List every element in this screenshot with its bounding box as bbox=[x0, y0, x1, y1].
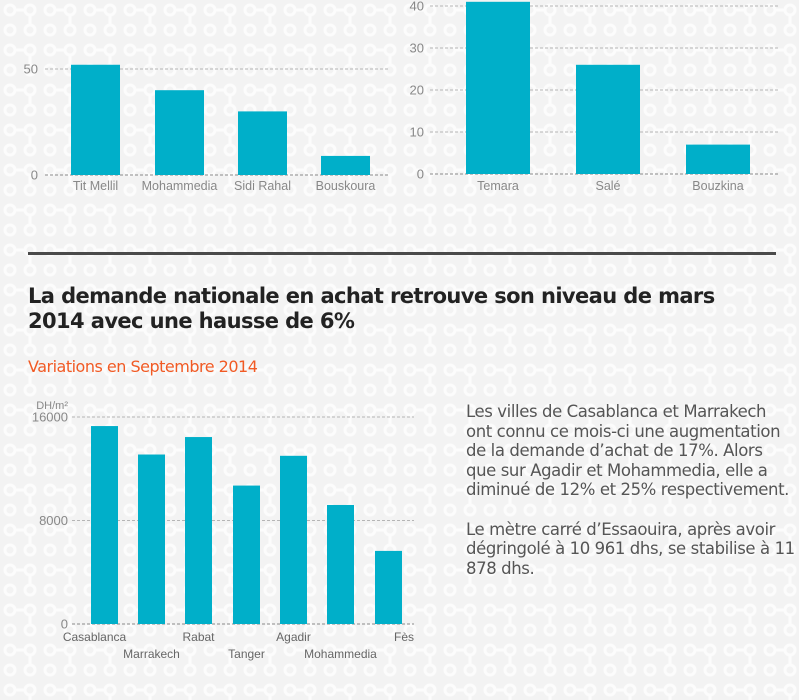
x-tick-label: Fès bbox=[394, 630, 414, 644]
y-tick-label: 10 bbox=[410, 125, 424, 140]
bar-mohammedia bbox=[327, 504, 354, 624]
x-tick-label: Bouzkina bbox=[692, 179, 743, 193]
y-tick-label: 0 bbox=[31, 168, 38, 183]
commentary: Les villes de Casablanca et Marrakech on… bbox=[466, 402, 796, 598]
x-tick-label: Temara bbox=[477, 179, 519, 193]
bar-f-s bbox=[375, 550, 402, 624]
x-tick-label: Marrakech bbox=[123, 647, 180, 661]
x-tick-label: Tit Mellil bbox=[73, 179, 118, 193]
y-tick-label: 0 bbox=[61, 617, 68, 632]
x-tick-label: Bouskoura bbox=[316, 179, 376, 193]
bar-sal- bbox=[576, 64, 640, 174]
bar-bouskoura bbox=[321, 155, 370, 175]
y-tick-label: 0 bbox=[417, 167, 424, 182]
y-tick-label: 16000 bbox=[32, 410, 68, 425]
bar-casablanca bbox=[91, 426, 118, 624]
y-tick-label: 30 bbox=[410, 41, 424, 56]
bar-bouzkina bbox=[686, 144, 750, 174]
bar-agadir bbox=[280, 455, 307, 624]
commentary-paragraph: Les villes de Casablanca et Marrakech on… bbox=[466, 402, 790, 499]
bar-temara bbox=[466, 1, 530, 174]
chart-subtitle: Variations en Septembre 2014 bbox=[28, 357, 258, 376]
x-tick-label: Casablanca bbox=[63, 630, 127, 644]
section-title: La demande nationale en achat retrouve s… bbox=[28, 284, 715, 333]
x-tick-label: Mohammedia bbox=[304, 647, 377, 661]
section-divider bbox=[28, 252, 776, 255]
y-tick-label: 50 bbox=[24, 62, 38, 77]
chart-top-right: 0 10 20 30 40 Temara Salé Bouzkina bbox=[410, 0, 778, 193]
x-tick-label: Mohammedia bbox=[142, 179, 218, 193]
bar-tit-mellil bbox=[71, 64, 120, 175]
y-axis-unit-label: DH/m² bbox=[36, 400, 68, 412]
y-tick-label: 40 bbox=[410, 0, 424, 14]
x-tick-label: Tanger bbox=[228, 647, 265, 661]
bar-tanger bbox=[233, 485, 260, 624]
x-tick-label: Rabat bbox=[182, 630, 215, 644]
bar-marrakech bbox=[138, 454, 165, 624]
x-tick-label: Agadir bbox=[276, 630, 311, 644]
x-tick-label: Salé bbox=[595, 179, 620, 193]
bar-rabat bbox=[185, 437, 212, 624]
bar-mohammedia bbox=[155, 90, 204, 175]
x-tick-label: Sidi Rahal bbox=[234, 179, 291, 193]
y-tick-label: 20 bbox=[410, 83, 424, 98]
y-tick-label: 8000 bbox=[39, 513, 68, 528]
chart-top-left: 0 50 Tit Mellil Mohammedia Sidi Rahal Bouskou… bbox=[24, 62, 390, 193]
commentary-paragraph: Le mètre carré d’Essaouira, après avoir … bbox=[466, 519, 795, 578]
bar-sidi-rahal bbox=[238, 111, 287, 175]
